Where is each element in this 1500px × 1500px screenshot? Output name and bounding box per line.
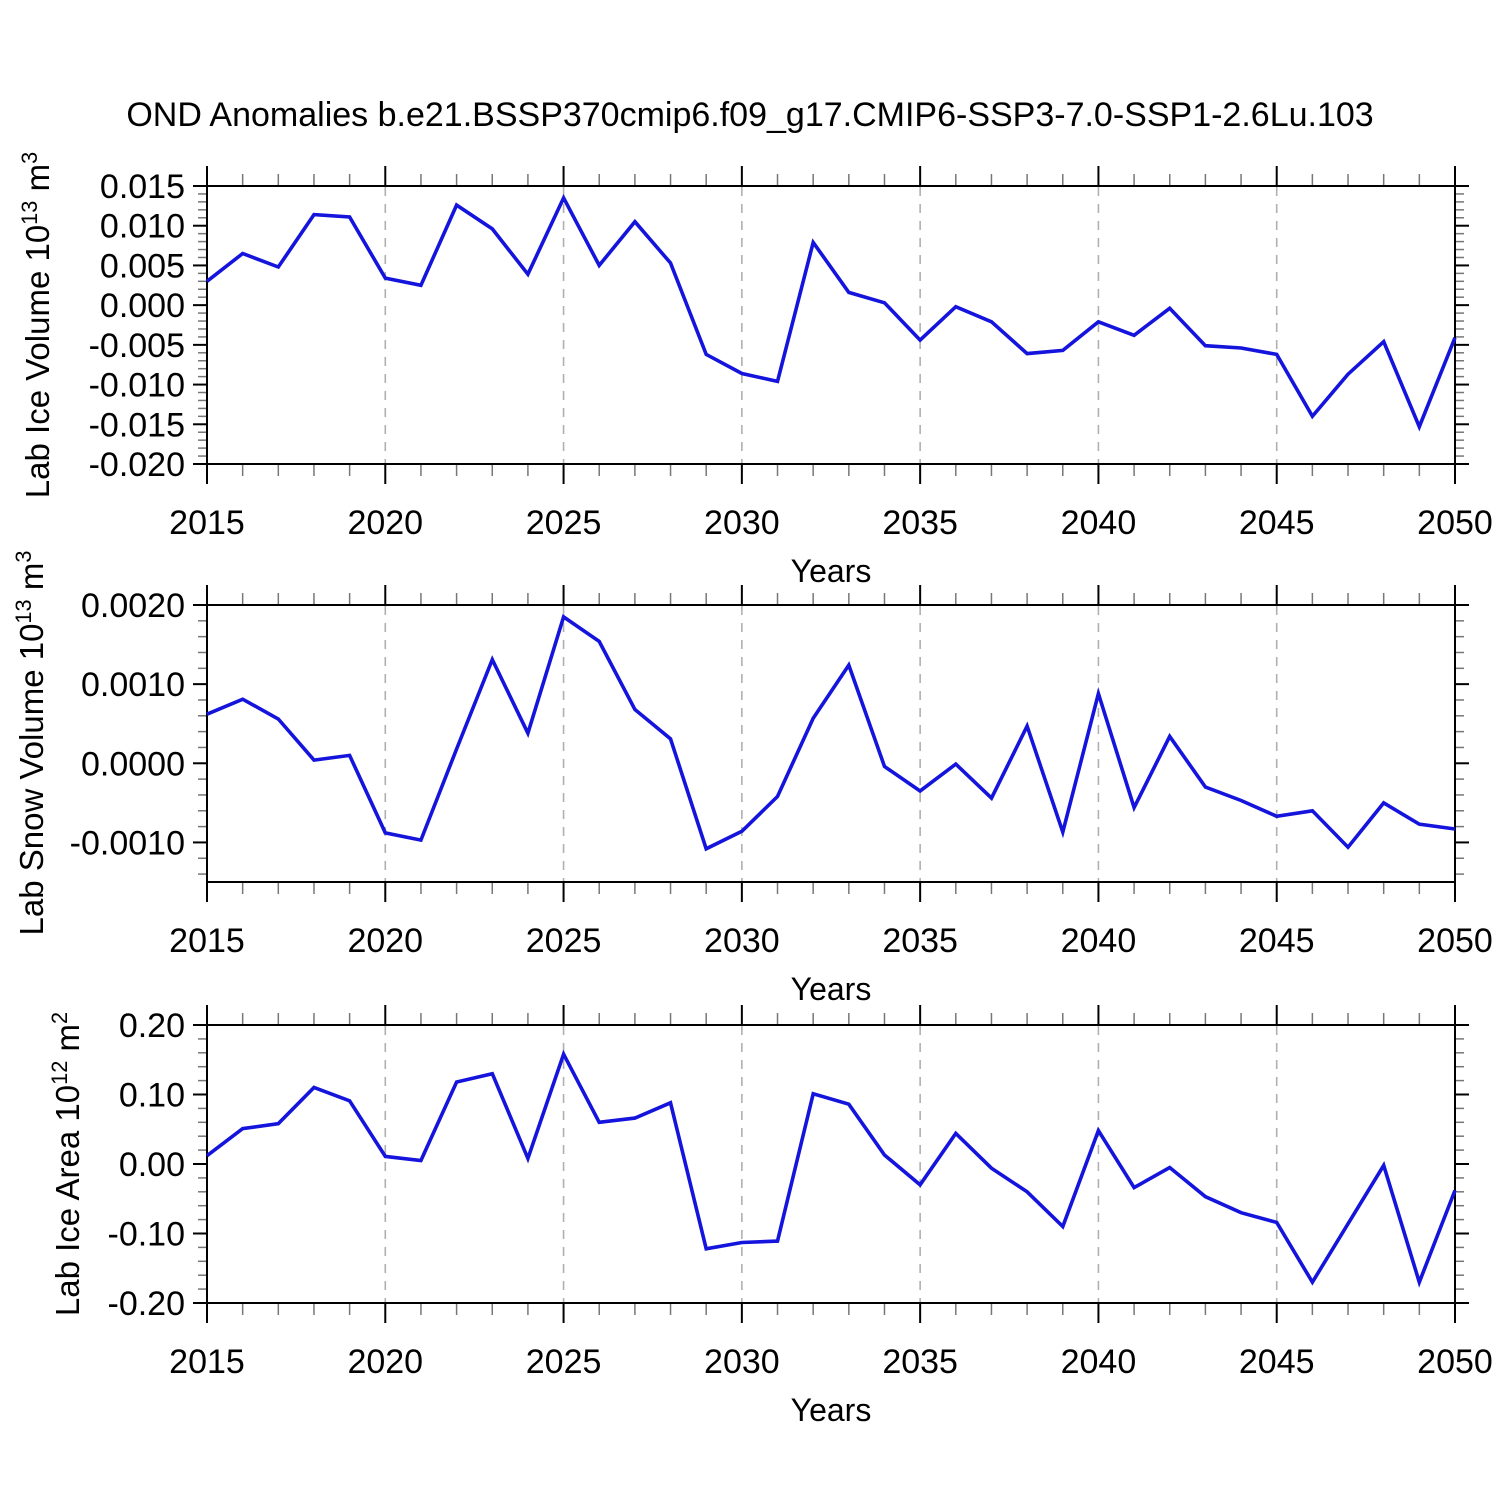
plot-border	[206, 1024, 1456, 1304]
x-tick-label: 2035	[882, 1343, 958, 1381]
y-tick-label: 0.0010	[81, 666, 185, 704]
y-tick-label: 0.0020	[81, 587, 185, 625]
x-axis-title-panel-2: Years	[790, 971, 872, 1007]
y-tick-label: 0.000	[100, 287, 185, 325]
x-tick-label: 2030	[704, 922, 780, 960]
x-tick-label: 2040	[1061, 504, 1137, 542]
y-axis-title-text: Lab Ice Area 10	[49, 1084, 86, 1317]
x-axis-title-panel-1: Years	[790, 553, 872, 589]
x-tick-label: 2020	[347, 504, 423, 542]
y-axis-title-unit-exponent: 2	[47, 1011, 72, 1025]
y-axis-title-exponent: 13	[11, 599, 36, 624]
y-tick-label: 0.010	[100, 208, 185, 246]
x-tick-label: 2045	[1239, 922, 1315, 960]
y-axis-title-unit-exponent: 3	[11, 550, 36, 563]
y-tick-label: 0.00	[119, 1146, 185, 1184]
y-axis-title-text: Lab Ice Volume 10	[19, 224, 56, 499]
y-axis-title-unit: m	[19, 163, 56, 201]
y-axis-title-unit: m	[49, 1024, 86, 1061]
y-axis-title-lab-snow-volume: Lab Snow Volume 1013 m3	[3, 533, 50, 953]
x-tick-label: 2035	[882, 922, 958, 960]
x-tick-label: 2025	[526, 1343, 602, 1381]
x-tick-label: 2045	[1239, 504, 1315, 542]
y-tick-label: -0.010	[89, 367, 185, 405]
y-tick-label: 0.015	[100, 168, 185, 206]
y-axis-title-exponent: 13	[17, 200, 42, 225]
x-tick-label: 2015	[169, 504, 245, 542]
x-tick-label: 2050	[1417, 922, 1493, 960]
x-tick-label: 2050	[1417, 504, 1493, 542]
x-tick-label: 2030	[704, 504, 780, 542]
chart-title: OND Anomalies b.e21.BSSP370cmip6.f09_g17…	[126, 96, 1374, 134]
x-tick-label: 2045	[1239, 1343, 1315, 1381]
y-tick-label: -0.020	[89, 446, 185, 484]
x-tick-label: 2035	[882, 504, 958, 542]
y-tick-label: -0.005	[89, 327, 185, 365]
x-tick-label: 2025	[526, 504, 602, 542]
panel-lab-snow-volume: 0.0020 0.0010 0.0000 -0.0010 2015 2020 2025 203…	[70, 585, 1493, 960]
x-tick-label: 2020	[347, 1343, 423, 1381]
y-tick-label: -0.015	[89, 406, 185, 444]
y-axis-title-unit-exponent: 3	[17, 151, 42, 164]
y-axis-title-exponent: 12	[47, 1060, 72, 1085]
y-tick-label: 0.10	[119, 1077, 185, 1115]
plot-border	[206, 185, 1456, 465]
x-axis-title-panel-3: Years	[790, 1392, 872, 1428]
data-line-lab-ice-area	[205, 1049, 1457, 1288]
y-tick-label: -0.0010	[70, 824, 185, 862]
y-tick-label: -0.10	[108, 1216, 186, 1254]
panel-lab-ice-volume: 0.0150.0100.0050.000-0.005-0.010-0.015-0…	[89, 166, 1493, 542]
x-tick-label: 2015	[169, 922, 245, 960]
x-tick-label: 2040	[1061, 1343, 1137, 1381]
x-tick-label: 2030	[704, 1343, 780, 1381]
y-tick-label: 0.20	[119, 1007, 185, 1045]
x-tick-label: 2025	[526, 922, 602, 960]
panel-lab-ice-area: 0.20 0.10 0.00 -0.10 -0.20 2015 2020 2025 2030 20…	[108, 1005, 1493, 1381]
plot-border	[206, 604, 1456, 883]
data-line-lab-snow-volume	[206, 614, 1456, 852]
x-tick-label: 2040	[1061, 922, 1137, 960]
x-tick-label: 2050	[1417, 1343, 1493, 1381]
y-axis-title-unit: m	[13, 562, 50, 600]
data-line-lab-ice-volume	[205, 193, 1457, 432]
y-tick-label: 0.005	[100, 247, 185, 285]
y-axis-title-lab-ice-volume: Lab Ice Volume 1013 m3	[9, 115, 56, 535]
y-axis-title-lab-ice-area: Lab Ice Area 1012 m2	[39, 954, 86, 1374]
y-tick-label: 0.0000	[81, 745, 185, 783]
y-tick-label: -0.20	[108, 1285, 186, 1323]
y-axis-title-text: Lab Snow Volume 10	[13, 623, 50, 936]
x-tick-label: 2020	[347, 922, 423, 960]
x-tick-label: 2015	[169, 1343, 245, 1381]
